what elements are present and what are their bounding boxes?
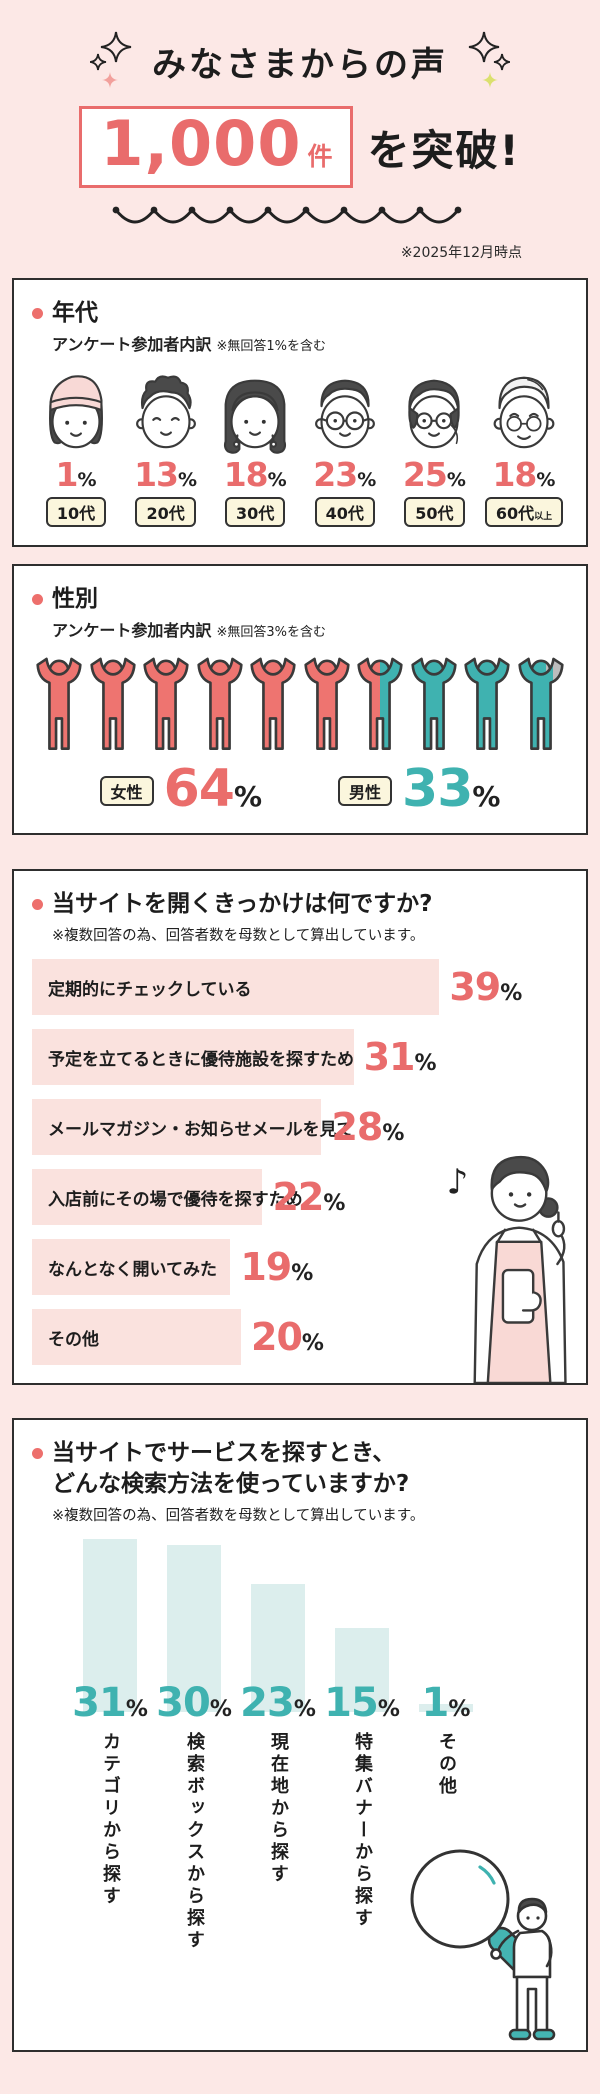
age-label-40s: 40代 [314, 497, 375, 528]
gender-note: ※無回答3%を含む [216, 625, 326, 641]
search-bar-col: 15% [320, 1628, 404, 1726]
wave-divider-icon [112, 206, 462, 224]
vertical-bar [167, 1545, 221, 1713]
search-bars-row: 31% 30% 23% 15% 1% [68, 1539, 568, 1726]
trigger-bar: 定期的にチェックしている [32, 959, 440, 1016]
trigger-note: ※複数回答の為、回答者数を母数として算出しています。 [52, 928, 425, 945]
trigger-card: 当サイトを開くきっかけは何ですか? ※複数回答の為、回答者数を母数として算出して… [12, 869, 588, 1386]
trigger-bar-row: 定期的にチェックしている 39% [32, 959, 568, 1016]
person-raised-arms-icon [195, 657, 245, 755]
person-raised-arms-icon [462, 657, 512, 755]
search-bar-col: 1% [404, 1680, 488, 1726]
person-raised-arms-icon [141, 657, 191, 755]
header: みなさまからの声 1,000 件 を突破! ※2025年12月時点 [0, 0, 600, 262]
trigger-bar: なんとなく開いてみた [32, 1239, 231, 1296]
svg-text:♪: ♪ [446, 1163, 468, 1203]
count-number: 1,000 [100, 107, 302, 180]
count-badge: 1,000 件 [79, 106, 354, 188]
age-group-60s: 18% 60代以上 [480, 367, 568, 528]
woman-long-hair-icon [224, 379, 287, 454]
age-label-60s: 60代以上 [484, 497, 564, 528]
vertical-bar [335, 1628, 389, 1713]
vertical-bar [83, 1539, 137, 1713]
search-bar-label: 特集バナーから探す [352, 1732, 373, 1931]
male-result: 男性 33% [338, 763, 500, 815]
gender-card: 性別 アンケート参加者内訳 ※無回答3%を含む 女性 64% 男性 33% [12, 564, 588, 836]
trigger-bar: その他 [32, 1309, 242, 1366]
woman-with-phone-icon: ♪ [446, 1156, 567, 1384]
search-bar-col: 31% [68, 1539, 152, 1726]
age-group-50s: 25% 50代 [390, 367, 478, 528]
age-card: 年代 アンケート参加者内訳 ※無回答1%を含む 1% 10代 [12, 278, 588, 548]
man-glasses-icon [314, 379, 375, 449]
magnifying-glass-person-icon [410, 1849, 556, 2041]
teen-girl-beanie-icon [49, 375, 103, 449]
gender-subtitle: アンケート参加者内訳 [52, 621, 212, 641]
person-raised-arms-icon [302, 657, 352, 755]
trigger-bar-row: なんとなく開いてみた 19% [32, 1239, 568, 1296]
age-group-40s: 23% 40代 [301, 367, 389, 528]
count-unit: 件 [307, 142, 333, 171]
age-group-10s: 1% 10代 [32, 367, 120, 528]
person-raised-arms-icon [409, 657, 459, 755]
search-note: ※複数回答の為、回答者数を母数として算出しています。 [52, 1508, 425, 1525]
search-labels-row: カテゴリから探す 検索ボックスから探す 現在地から探す 特集バナーから探す その… [68, 1732, 568, 2032]
person-raised-arms-icon [34, 657, 84, 755]
trigger-bar: メールマガジン・お知らせメールを見て [32, 1099, 354, 1156]
trigger-section-title: 当サイトを開くきっかけは何ですか? [32, 889, 568, 920]
person-raised-arms-icon [516, 657, 566, 755]
age-label-50s: 50代 [404, 497, 465, 528]
age-note: ※無回答1%を含む [216, 339, 326, 355]
sparkle-icon [468, 31, 510, 88]
count-suffix: を突破! [367, 125, 521, 175]
person-raised-arms-icon [355, 657, 405, 755]
vertical-bar [419, 1704, 473, 1713]
vertical-bar [251, 1584, 305, 1713]
trigger-bar: 予定を立てるときに優待施設を探すため [32, 1029, 354, 1086]
age-groups-row: 1% 10代 13% 20代 [32, 367, 568, 528]
woman-glasses-icon [408, 379, 461, 449]
bullet-dot-icon [32, 594, 43, 606]
bullet-dot-icon [32, 308, 43, 320]
gender-results: 女性 64% 男性 33% [32, 763, 568, 815]
search-card: 当サイトでサービスを探すとき、 どんな検索方法を使っていますか? ※複数回答の為… [12, 1418, 588, 2053]
trigger-bar: 入店前にその場で優待を探すため [32, 1169, 303, 1226]
search-bar-label: カテゴリから探す [100, 1732, 121, 1909]
search-bar-col: 23% [236, 1584, 320, 1726]
search-bar-label: 現在地から探す [268, 1732, 289, 1887]
female-label: 女性 [99, 775, 154, 806]
age-label-30s: 30代 [225, 497, 286, 528]
male-label: 男性 [338, 775, 393, 806]
trigger-bar-row: メールマガジン・お知らせメールを見て 28% [32, 1099, 568, 1156]
gender-section-title: 性別 [32, 584, 568, 615]
search-bar-label: その他 [436, 1732, 457, 1799]
search-bar-label: 検索ボックスから探す [184, 1732, 205, 1953]
page-title: みなさまからの声 [152, 44, 448, 85]
date-note: ※2025年12月時点 [400, 245, 522, 261]
female-result: 女性 64% [99, 763, 262, 815]
trigger-bar-row: 予定を立てるときに優待施設を探すため 31% [32, 1029, 568, 1086]
age-subtitle: アンケート参加者内訳 [52, 335, 212, 355]
age-label-20s: 20代 [135, 497, 196, 528]
gender-figures-row [32, 657, 568, 755]
trigger-bar-row: 入店前にその場で優待を探すため 22% [32, 1169, 568, 1226]
search-section-title-line2: どんな検索方法を使っていますか? [52, 1471, 410, 1498]
age-group-20s: 13% 20代 [122, 367, 210, 528]
age-group-30s: 18% 30代 [211, 367, 299, 528]
person-raised-arms-icon [88, 657, 138, 755]
senior-man-icon [493, 376, 555, 449]
search-section-title: 当サイトでサービスを探すとき、 [32, 1438, 568, 1469]
trigger-bar-row: その他 20% [32, 1309, 568, 1366]
person-raised-arms-icon [248, 657, 298, 755]
bullet-dot-icon [32, 1448, 43, 1460]
sparkle-icon [90, 31, 132, 88]
age-label-10s: 10代 [45, 497, 107, 528]
bullet-dot-icon [32, 899, 43, 911]
young-man-icon [135, 375, 196, 449]
search-bar-col: 30% [152, 1545, 236, 1726]
age-section-title: 年代 [32, 298, 568, 329]
